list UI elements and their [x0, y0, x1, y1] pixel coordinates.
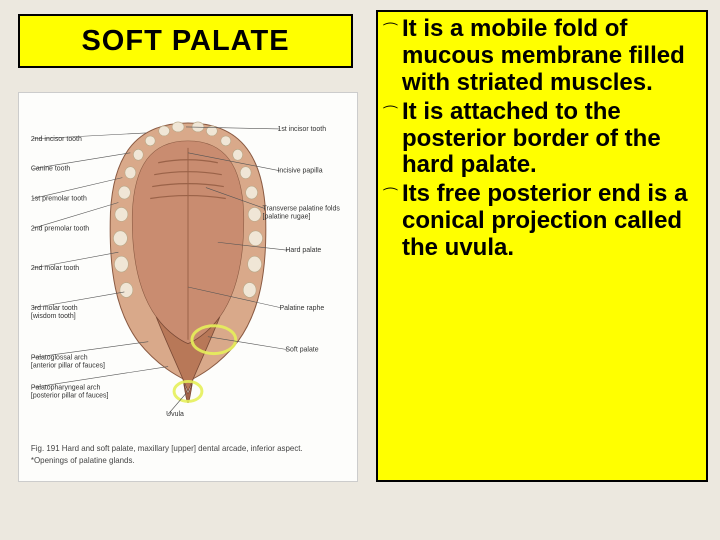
bullet-marker-icon: ⁀	[384, 105, 397, 125]
anatomy-figure: 2nd incisor tooth Canine tooth 1st premola…	[18, 92, 358, 482]
figure-caption-2: *Openings of palatine glands.	[31, 456, 135, 465]
anatomy-label: Hard palate	[285, 247, 321, 254]
anatomy-label: Palatoglossal arch	[31, 355, 88, 362]
anatomy-label: 1st incisor tooth	[277, 126, 326, 133]
anatomy-label: [palatine rugae]	[263, 213, 311, 220]
anatomy-label: Uvula	[166, 411, 184, 418]
bullet-text: It is attached to the posterior border o…	[402, 99, 696, 180]
anatomy-label: 3rd molar tooth	[31, 305, 78, 312]
bullet-item: ⁀Its free posterior end is a conical pro…	[402, 181, 696, 262]
anatomy-label: Soft palate	[285, 347, 318, 354]
anatomy-label: Incisive papilla	[277, 168, 322, 175]
anatomy-label: 1st premolar tooth	[31, 196, 87, 203]
palate-diagram-svg: 2nd incisor tooth Canine tooth 1st premola…	[19, 93, 357, 481]
anatomy-label: Transverse palatine folds	[263, 205, 341, 212]
anatomy-label: 2nd premolar tooth	[31, 225, 89, 232]
anatomy-label: Palatine raphe	[279, 305, 324, 312]
bullet-text: Its free posterior end is a conical proj…	[402, 181, 696, 262]
anatomy-label: Palatopharyngeal arch	[31, 384, 101, 391]
anatomy-label: 2nd molar tooth	[31, 265, 79, 272]
anatomy-label: [posterior pillar of fauces]	[31, 392, 109, 399]
content-box: ⁀It is a mobile fold of mucous membrane …	[376, 10, 708, 482]
bullet-item: ⁀It is attached to the posterior border …	[402, 99, 696, 180]
bullet-marker-icon: ⁀	[384, 187, 397, 207]
anatomy-label: [wisdom tooth]	[31, 313, 76, 320]
bullet-marker-icon: ⁀	[384, 22, 397, 42]
anatomy-label: Canine tooth	[31, 166, 70, 173]
bullet-item: ⁀It is a mobile fold of mucous membrane …	[402, 16, 696, 97]
figure-caption-1: Fig. 191 Hard and soft palate, maxillary…	[31, 444, 303, 453]
bullet-list: ⁀It is a mobile fold of mucous membrane …	[402, 16, 696, 262]
title-box: SOFT PALATE	[18, 14, 353, 68]
page-title: SOFT PALATE	[81, 25, 289, 58]
bullet-text: It is a mobile fold of mucous membrane f…	[402, 16, 696, 97]
anatomy-label: [anterior pillar of fauces]	[31, 363, 105, 370]
anatomy-label: 2nd incisor tooth	[31, 136, 82, 143]
